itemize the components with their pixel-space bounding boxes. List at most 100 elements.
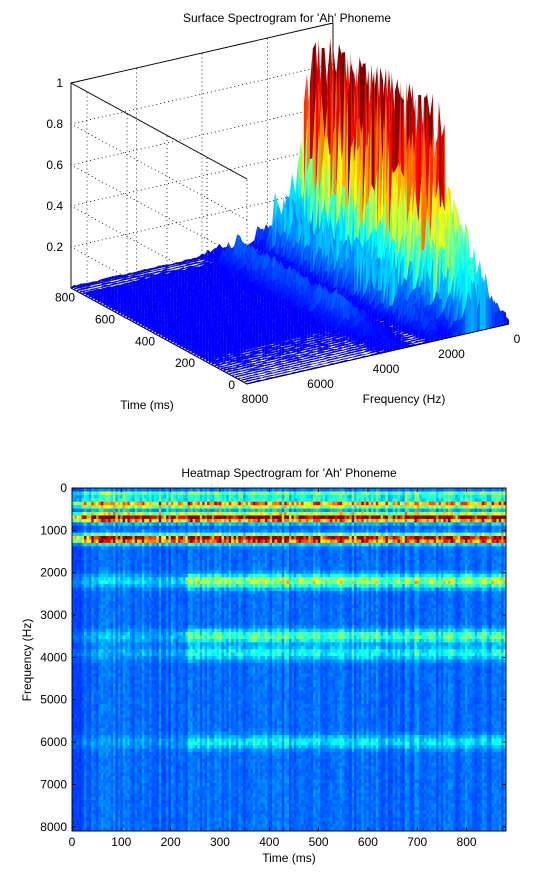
surface-cell: [196, 320, 200, 326]
surface-cell: [175, 262, 179, 264]
surface-cell: [238, 363, 241, 366]
surface-cell: [91, 293, 95, 300]
surface-cell: [164, 316, 168, 322]
surface-cell: [220, 365, 224, 368]
surface-cell: [220, 367, 224, 370]
surface-cell: [184, 262, 188, 265]
surface-cell: [211, 281, 214, 286]
surface-cell: [255, 347, 259, 351]
surface-cell: [334, 343, 338, 346]
surface-cell: [258, 347, 262, 350]
surface-cell: [123, 277, 127, 281]
surface-cell: [243, 353, 247, 356]
surface-cell: [380, 318, 384, 322]
surface-cell: [91, 289, 95, 295]
surface-cell: [252, 307, 255, 313]
surface-cell: [187, 263, 191, 266]
surface-cell: [278, 356, 282, 359]
surface-cell: [258, 354, 262, 357]
surface-cell: [76, 286, 80, 289]
surface-cell: [141, 313, 145, 320]
surface-cell: [322, 351, 326, 354]
surface-cell: [114, 277, 118, 281]
surface-cell: [232, 359, 236, 363]
surface-cell: [129, 281, 133, 286]
surface-cell: [106, 279, 109, 283]
surface-cell: [278, 302, 282, 309]
surface-cell: [203, 354, 206, 360]
surface-cell: [243, 346, 247, 351]
surface-cell: [138, 270, 141, 273]
surface-cell: [322, 339, 326, 342]
surface-cell: [132, 275, 136, 279]
surface-cell: [255, 361, 259, 364]
surface-cell: [249, 360, 253, 363]
surface-cell: [181, 289, 185, 295]
surface-cell: [235, 370, 239, 374]
surface-cell: [328, 338, 332, 341]
surface-cell: [167, 270, 170, 273]
surface-cell: [164, 291, 168, 297]
surface-cell: [155, 269, 159, 271]
surface-cell: [199, 261, 202, 264]
surface-cell: [298, 297, 302, 311]
surface-cell: [175, 269, 179, 271]
surface-cell: [126, 275, 130, 278]
surface-cell: [205, 258, 208, 262]
surface-cell: [275, 230, 278, 260]
surface-cell: [273, 362, 276, 365]
surface-cell: [308, 354, 311, 357]
surface-cell: [103, 278, 106, 281]
surface-cell: [223, 366, 227, 369]
surface-cell: [170, 268, 173, 270]
surface-cell: [235, 368, 239, 371]
surface-cell: [255, 298, 258, 303]
surface-cell: [202, 256, 205, 261]
surface-cell: [97, 296, 101, 303]
surface-cell: [255, 317, 259, 324]
surface-cell: [150, 325, 154, 332]
surface-cell: [302, 351, 305, 354]
surface-cell: [135, 271, 138, 274]
surface-cell: [229, 365, 233, 368]
surface-cell: [202, 253, 205, 258]
surface-cell: [129, 314, 133, 320]
surface-cell: [251, 240, 255, 247]
surface-cell: [222, 301, 226, 308]
surface-cell: [114, 294, 118, 301]
surface-cell: [273, 355, 276, 358]
surface-cell: [310, 353, 314, 356]
surface-cell: [211, 304, 215, 311]
surface-cell: [328, 340, 332, 343]
surface-cell: [108, 279, 112, 282]
surface-cell: [141, 307, 145, 313]
surface-cell: [325, 347, 329, 351]
surface-cell: [204, 249, 208, 258]
surface-grid-line: [69, 145, 334, 303]
surface-cell: [275, 291, 279, 301]
surface-cell: [287, 310, 291, 316]
surface-cell: [342, 341, 346, 344]
surface-cell: [140, 272, 144, 275]
surface-cell: [155, 284, 159, 290]
surface-cell: [190, 260, 194, 263]
surface-cell: [123, 275, 127, 279]
surface-cell: [260, 294, 264, 302]
surface-cell: [114, 286, 118, 292]
surface-cell: [108, 281, 112, 284]
surface-cell: [190, 258, 194, 261]
surface-cell: [334, 348, 338, 351]
surface-cell: [210, 258, 214, 263]
surface-cell: [261, 315, 264, 322]
surface-cell: [217, 365, 221, 368]
surface-cell: [331, 349, 335, 352]
surface-cell: [238, 370, 241, 373]
surface-cell: [71, 285, 74, 288]
surface-cell: [226, 317, 229, 323]
surface-cell: [126, 282, 130, 287]
surface-cell: [281, 302, 285, 308]
surface-cell: [178, 267, 182, 271]
surface-cell: [299, 353, 303, 357]
surface-cell: [333, 261, 337, 292]
surface-cell: [126, 312, 130, 319]
